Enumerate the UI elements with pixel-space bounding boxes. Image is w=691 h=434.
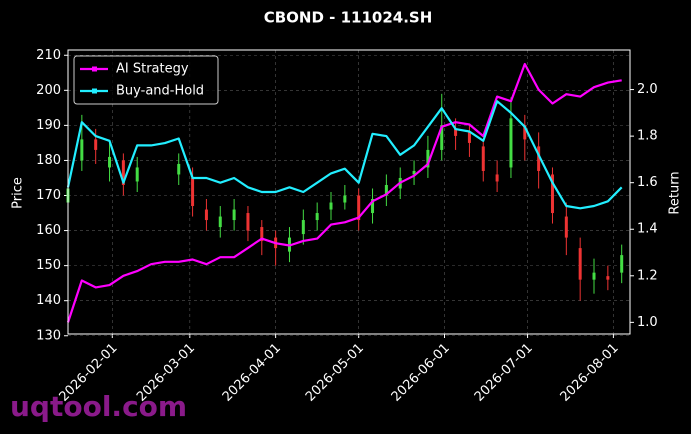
candle-body bbox=[177, 163, 181, 175]
candle-body bbox=[94, 139, 98, 150]
candle-body bbox=[218, 216, 222, 228]
legend-marker bbox=[92, 66, 97, 72]
y-tick-label: 200 bbox=[36, 83, 61, 98]
y-tick-label: 160 bbox=[36, 223, 61, 238]
candle-body bbox=[329, 202, 333, 210]
candle-body bbox=[260, 227, 264, 242]
candle-body bbox=[204, 209, 208, 221]
y-tick-label: 210 bbox=[36, 48, 61, 63]
candle-body bbox=[412, 170, 416, 175]
y2-tick-label: 1.4 bbox=[637, 222, 658, 237]
y-tick-label: 180 bbox=[36, 153, 61, 168]
y-axis-label: Price bbox=[11, 177, 26, 209]
candle-body bbox=[481, 146, 485, 171]
candle-body bbox=[495, 174, 499, 182]
line-series bbox=[66, 62, 622, 323]
candle-body bbox=[592, 272, 596, 280]
candle-body bbox=[315, 213, 319, 221]
candle-body bbox=[371, 199, 375, 214]
candle-body bbox=[454, 128, 458, 136]
candle-body bbox=[384, 184, 388, 196]
candle-body bbox=[80, 139, 84, 161]
candle-body bbox=[343, 195, 347, 203]
legend-marker bbox=[92, 88, 97, 94]
y-tick-label: 170 bbox=[36, 188, 61, 203]
candle-body bbox=[426, 149, 430, 168]
candle-body bbox=[606, 276, 610, 280]
y2-axis-label: Return bbox=[668, 171, 683, 214]
candle-body bbox=[357, 195, 361, 221]
y-tick-label: 130 bbox=[36, 328, 61, 343]
candle-body bbox=[108, 156, 112, 168]
candle-body bbox=[440, 125, 444, 150]
y-tick-label: 190 bbox=[36, 118, 61, 133]
candle-body bbox=[578, 248, 582, 280]
legend: AI Strategy Buy-and-Hold bbox=[73, 55, 219, 105]
y2-tick-label: 1.8 bbox=[637, 129, 658, 144]
candle-body bbox=[550, 174, 554, 214]
candle-body bbox=[121, 160, 125, 185]
y2-tick-label: 1.2 bbox=[637, 268, 658, 283]
plot-frame bbox=[67, 49, 631, 335]
chart-title: CBOND - 111024.SH bbox=[264, 9, 433, 27]
y2-tick-label: 2.0 bbox=[637, 82, 658, 97]
candle-body bbox=[537, 146, 541, 171]
candle-body bbox=[232, 209, 236, 221]
line-series bbox=[66, 100, 623, 210]
candle-body bbox=[523, 125, 527, 140]
candle-body bbox=[620, 255, 624, 273]
legend-label: AI Strategy bbox=[116, 62, 189, 77]
candle-body bbox=[135, 167, 139, 182]
watermark: uqtool.com bbox=[10, 390, 187, 423]
legend-label: Buy-and-Hold bbox=[116, 84, 204, 99]
candle-body bbox=[509, 118, 513, 168]
y2-tick-label: 1.0 bbox=[637, 315, 658, 330]
y-tick-label: 150 bbox=[36, 258, 61, 273]
candle-body bbox=[191, 177, 195, 207]
legend-box bbox=[73, 55, 219, 105]
candle-body bbox=[467, 132, 471, 143]
candle-body bbox=[564, 216, 568, 238]
candle-body bbox=[301, 220, 305, 235]
y-tick-label: 140 bbox=[36, 293, 61, 308]
candle-body bbox=[246, 213, 250, 231]
y2-tick-label: 1.6 bbox=[637, 175, 658, 190]
